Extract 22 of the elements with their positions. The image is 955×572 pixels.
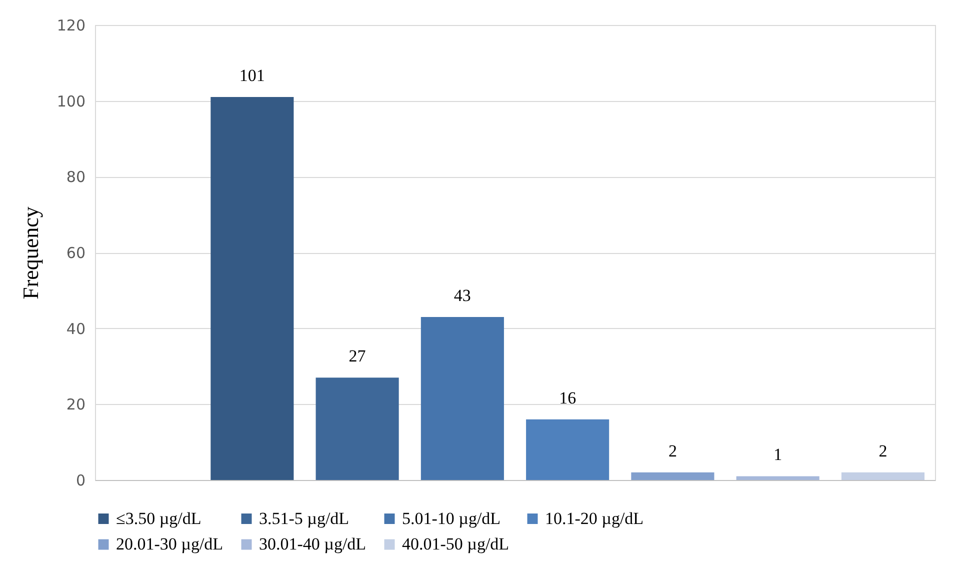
legend-label: 10.1-20 µg/dL bbox=[545, 508, 644, 528]
y-tick-label: 120 bbox=[56, 16, 86, 34]
data-label: 43 bbox=[454, 286, 471, 305]
data-label: 27 bbox=[348, 346, 366, 366]
y-tick-label: 80 bbox=[66, 168, 86, 186]
legend-label: 3.51-5 µg/dL bbox=[259, 508, 350, 528]
y-axis-title: Frequency bbox=[18, 206, 43, 300]
legend-label: 40.01-50 µg/dL bbox=[402, 534, 510, 554]
legend-label: ≤3.50 µg/dL bbox=[116, 508, 202, 528]
legend-label: 20.01-30 µg/dL bbox=[116, 534, 224, 554]
y-tick-label: 100 bbox=[56, 92, 86, 110]
y-tick-label: 60 bbox=[66, 244, 86, 262]
data-label: 2 bbox=[668, 441, 677, 460]
legend-label: 5.01-10 µg/dL bbox=[402, 508, 501, 528]
y-tick-label: 20 bbox=[66, 396, 86, 414]
data-label: 2 bbox=[878, 441, 888, 460]
data-label: 1 bbox=[774, 445, 782, 464]
y-tick-label: 40 bbox=[66, 320, 86, 338]
y-tick-label: 0 bbox=[76, 472, 86, 490]
data-label: 16 bbox=[559, 388, 576, 408]
data-label: 101 bbox=[239, 66, 265, 86]
legend-label: 30.01-40 µg/dL bbox=[259, 534, 366, 554]
